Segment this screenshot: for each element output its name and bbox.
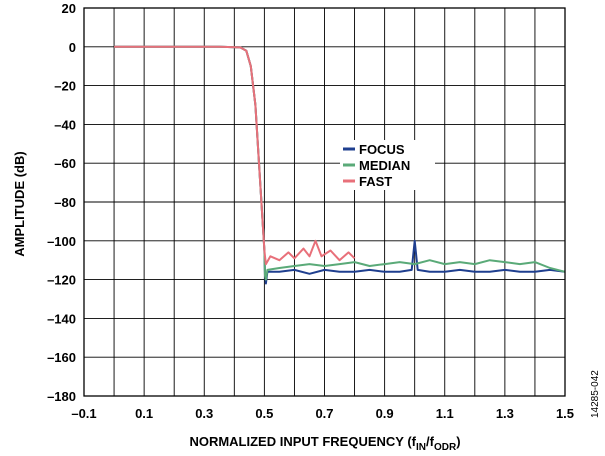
y-tick-label: –40 [54,117,76,132]
y-tick-label: –140 [47,311,76,326]
x-tick-label: 0.5 [255,406,273,421]
x-tick-labels: –0.1 0.1 0.3 0.5 0.7 0.9 1.1 1.3 1.5 [71,406,574,421]
y-tick-label: –20 [54,79,76,94]
plot-frame [83,7,566,397]
series-line-focus [114,45,566,285]
y-tick-label: 0 [69,40,76,55]
y-tick-label: –180 [47,389,76,404]
legend-label-focus: FOCUS [359,142,405,157]
x-tick-label: 1.3 [496,406,514,421]
x-axis-label-close: ) [456,434,460,449]
y-tick-label: 20 [62,1,76,16]
figure-id: 14285-042 [590,370,601,418]
x-tick-label: 0.3 [195,406,213,421]
x-axis-label-sub-in: IN [416,442,426,453]
grid-lines [83,7,566,397]
y-axis-label: AMPLITUDE (dB) [12,151,27,256]
x-tick-label: 0.1 [135,406,153,421]
x-axis-label: NORMALIZED INPUT FREQUENCY (fIN/fODR) [189,434,460,453]
y-tick-labels: 20 0 –20 –40 –60 –80 –100 –120 –140 –160 –180 [47,1,76,404]
y-tick-label: –120 [47,273,76,288]
series-layer [114,45,566,285]
x-tick-label: –0.1 [71,406,96,421]
x-tick-label: 1.5 [556,406,574,421]
x-axis-label-main: NORMALIZED INPUT FREQUENCY (f [189,434,416,449]
x-axis-label-sub-odr: ODR [434,442,457,453]
x-axis-label-slash: /f [426,434,435,449]
y-tick-label: –60 [54,156,76,171]
x-tick-label: 0.9 [376,406,394,421]
y-tick-label: –160 [47,350,76,365]
legend: FOCUS MEDIAN FAST [340,140,435,190]
y-tick-label: –100 [47,234,76,249]
series-line-fast [114,45,356,266]
y-tick-label: –80 [54,195,76,210]
x-tick-label: 1.1 [436,406,454,421]
legend-label-fast: FAST [359,174,392,189]
legend-background [340,140,435,190]
x-tick-label: 0.7 [315,406,333,421]
legend-label-median: MEDIAN [359,158,410,173]
